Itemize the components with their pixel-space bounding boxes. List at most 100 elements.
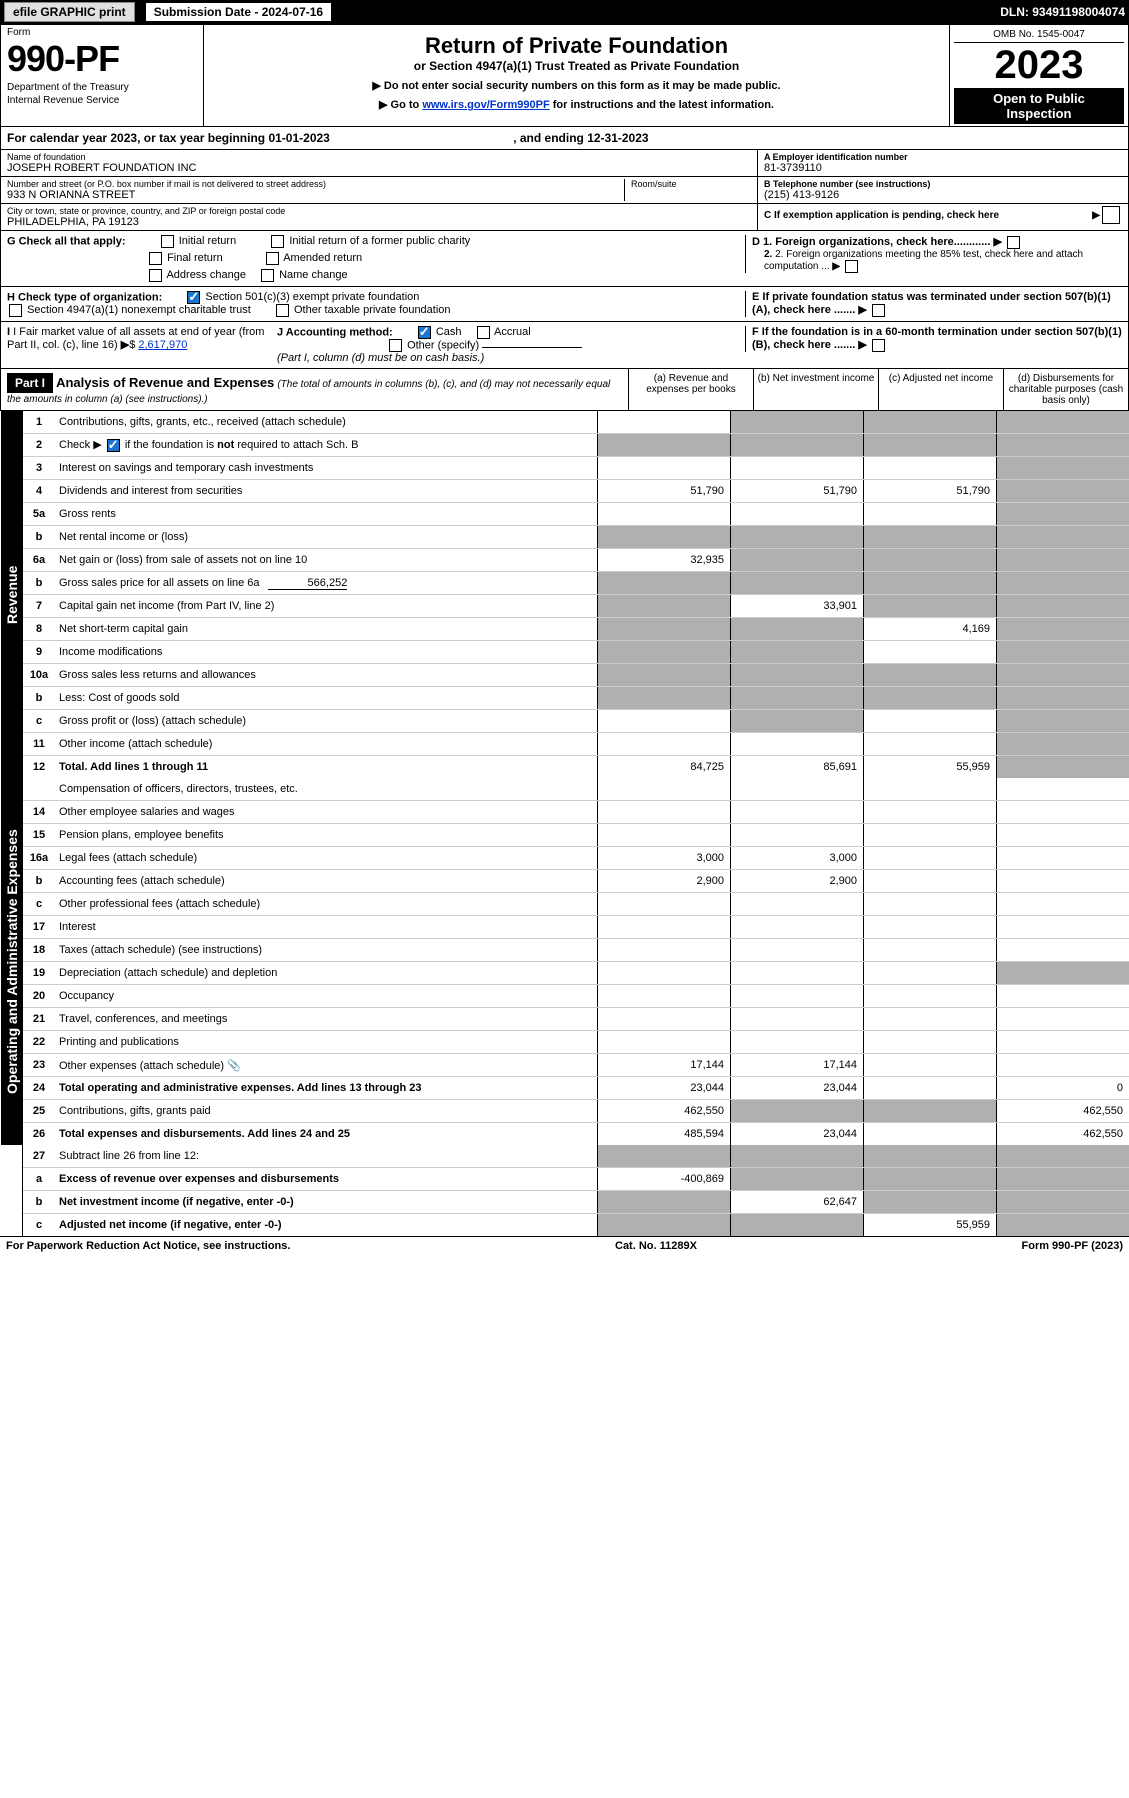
attachment-icon[interactable]: 📎 xyxy=(224,1060,241,1072)
line-description: Legal fees (attach schedule) xyxy=(55,850,597,866)
cell-col-b: 3,000 xyxy=(730,847,863,869)
i-value-link[interactable]: 2,617,970 xyxy=(138,339,187,351)
line-number: 20 xyxy=(23,988,55,1004)
cell-col-c xyxy=(863,1077,996,1099)
cell-col-c xyxy=(863,595,996,617)
revenue-section: Revenue 1Contributions, gifts, grants, e… xyxy=(0,411,1129,778)
c-checkbox[interactable] xyxy=(1102,206,1120,224)
line-number: 9 xyxy=(23,644,55,660)
g-initial-checkbox[interactable] xyxy=(161,235,174,248)
cell-col-b xyxy=(730,962,863,984)
line-number: 7 xyxy=(23,598,55,614)
cell-col-a xyxy=(597,1031,730,1053)
cell-col-c: 4,169 xyxy=(863,618,996,640)
j-other-label: Other (specify) xyxy=(407,339,479,351)
form990pf-link[interactable]: www.irs.gov/Form990PF xyxy=(422,99,549,111)
cell-col-a xyxy=(597,893,730,915)
cell-col-d: 462,550 xyxy=(996,1123,1129,1145)
d2-label: 2. Foreign organizations meeting the 85%… xyxy=(764,249,1083,272)
name-label: Name of foundation xyxy=(7,152,751,162)
cell-col-c xyxy=(863,1008,996,1030)
g-amended-checkbox[interactable] xyxy=(266,252,279,265)
cell-col-d xyxy=(996,756,1129,778)
j-other-checkbox[interactable] xyxy=(389,339,402,352)
expenses-side-label: Operating and Administrative Expenses xyxy=(0,778,23,1145)
h-4947-checkbox[interactable] xyxy=(9,304,22,317)
line-description: Net short-term capital gain xyxy=(55,621,597,637)
cell-col-d xyxy=(996,916,1129,938)
cell-col-d xyxy=(996,411,1129,433)
line-number: 21 xyxy=(23,1011,55,1027)
cell-col-d xyxy=(996,733,1129,755)
d2-checkbox[interactable] xyxy=(845,260,858,273)
g-final-label: Final return xyxy=(167,252,223,264)
cell-col-b xyxy=(730,411,863,433)
g-name-checkbox[interactable] xyxy=(261,269,274,282)
g-address-checkbox[interactable] xyxy=(149,269,162,282)
arrow-icon: ▶ xyxy=(1092,210,1100,221)
line-description: Gross sales price for all assets on line… xyxy=(55,575,597,591)
foundation-name: JOSEPH ROBERT FOUNDATION INC xyxy=(7,162,751,174)
table-row: Compensation of officers, directors, tru… xyxy=(23,778,1129,801)
line-description: Total. Add lines 1 through 11 xyxy=(55,759,597,775)
line-number: 19 xyxy=(23,965,55,981)
table-row: 26Total expenses and disbursements. Add … xyxy=(23,1123,1129,1145)
cell-col-a xyxy=(597,824,730,846)
cell-col-c xyxy=(863,824,996,846)
cell-col-a: 462,550 xyxy=(597,1100,730,1122)
note-suffix: for instructions and the latest informat… xyxy=(553,99,774,111)
cell-col-c xyxy=(863,710,996,732)
form-label: Form xyxy=(7,27,197,38)
d1-checkbox[interactable] xyxy=(1007,236,1020,249)
table-row: 22Printing and publications xyxy=(23,1031,1129,1054)
cell-col-a xyxy=(597,939,730,961)
cell-col-c xyxy=(863,434,996,456)
note-goto: ▶ Go to www.irs.gov/Form990PF for instru… xyxy=(214,98,939,111)
j-cash-checkbox[interactable] xyxy=(418,326,431,339)
table-row: 9Income modifications xyxy=(23,641,1129,664)
h-other-checkbox[interactable] xyxy=(276,304,289,317)
g-final-checkbox[interactable] xyxy=(149,252,162,265)
e-checkbox[interactable] xyxy=(872,304,885,317)
line-number: 24 xyxy=(23,1080,55,1096)
cell-col-d xyxy=(996,480,1129,502)
line-number: 17 xyxy=(23,919,55,935)
form-header: Form 990-PF Department of the Treasury I… xyxy=(0,24,1129,127)
cell-col-c xyxy=(863,572,996,594)
cell-col-a xyxy=(597,916,730,938)
paperwork-notice: For Paperwork Reduction Act Notice, see … xyxy=(6,1240,290,1252)
street-address: 933 N ORIANNA STREET xyxy=(7,189,624,201)
h-501c3-checkbox[interactable] xyxy=(187,291,200,304)
line-description: Contributions, gifts, grants paid xyxy=(55,1103,597,1119)
table-row: bAccounting fees (attach schedule)2,9002… xyxy=(23,870,1129,893)
cell-col-c xyxy=(863,962,996,984)
table-row: 6aNet gain or (loss) from sale of assets… xyxy=(23,549,1129,572)
cell-col-b xyxy=(730,1214,863,1236)
room-label: Room/suite xyxy=(631,179,751,189)
g-initial-former-checkbox[interactable] xyxy=(271,235,284,248)
line-description: Excess of revenue over expenses and disb… xyxy=(55,1171,597,1187)
line-description: Net rental income or (loss) xyxy=(55,529,597,545)
schb-checkbox[interactable] xyxy=(107,439,120,452)
col-b-header: (b) Net investment income xyxy=(753,369,878,410)
line-number: 26 xyxy=(23,1126,55,1142)
j-accrual-checkbox[interactable] xyxy=(477,326,490,339)
table-row: cOther professional fees (attach schedul… xyxy=(23,893,1129,916)
line-number: 10a xyxy=(23,667,55,683)
dln-label: DLN: 93491198004074 xyxy=(1000,5,1125,19)
line-description: Total operating and administrative expen… xyxy=(55,1080,597,1096)
c-label: C If exemption application is pending, c… xyxy=(764,210,1092,221)
irs-label: Internal Revenue Service xyxy=(7,95,197,106)
line-description: Contributions, gifts, grants, etc., rece… xyxy=(55,414,597,430)
cell-col-d xyxy=(996,503,1129,525)
line-number: b xyxy=(23,690,55,706)
efile-print-button[interactable]: efile GRAPHIC print xyxy=(4,2,135,22)
table-row: 4Dividends and interest from securities5… xyxy=(23,480,1129,503)
table-row: 7Capital gain net income (from Part IV, … xyxy=(23,595,1129,618)
cell-col-b xyxy=(730,687,863,709)
g-address-label: Address change xyxy=(166,269,246,281)
line-description: Total expenses and disbursements. Add li… xyxy=(55,1126,597,1142)
cell-col-a: -400,869 xyxy=(597,1168,730,1190)
cell-col-b: 33,901 xyxy=(730,595,863,617)
f-checkbox[interactable] xyxy=(872,339,885,352)
